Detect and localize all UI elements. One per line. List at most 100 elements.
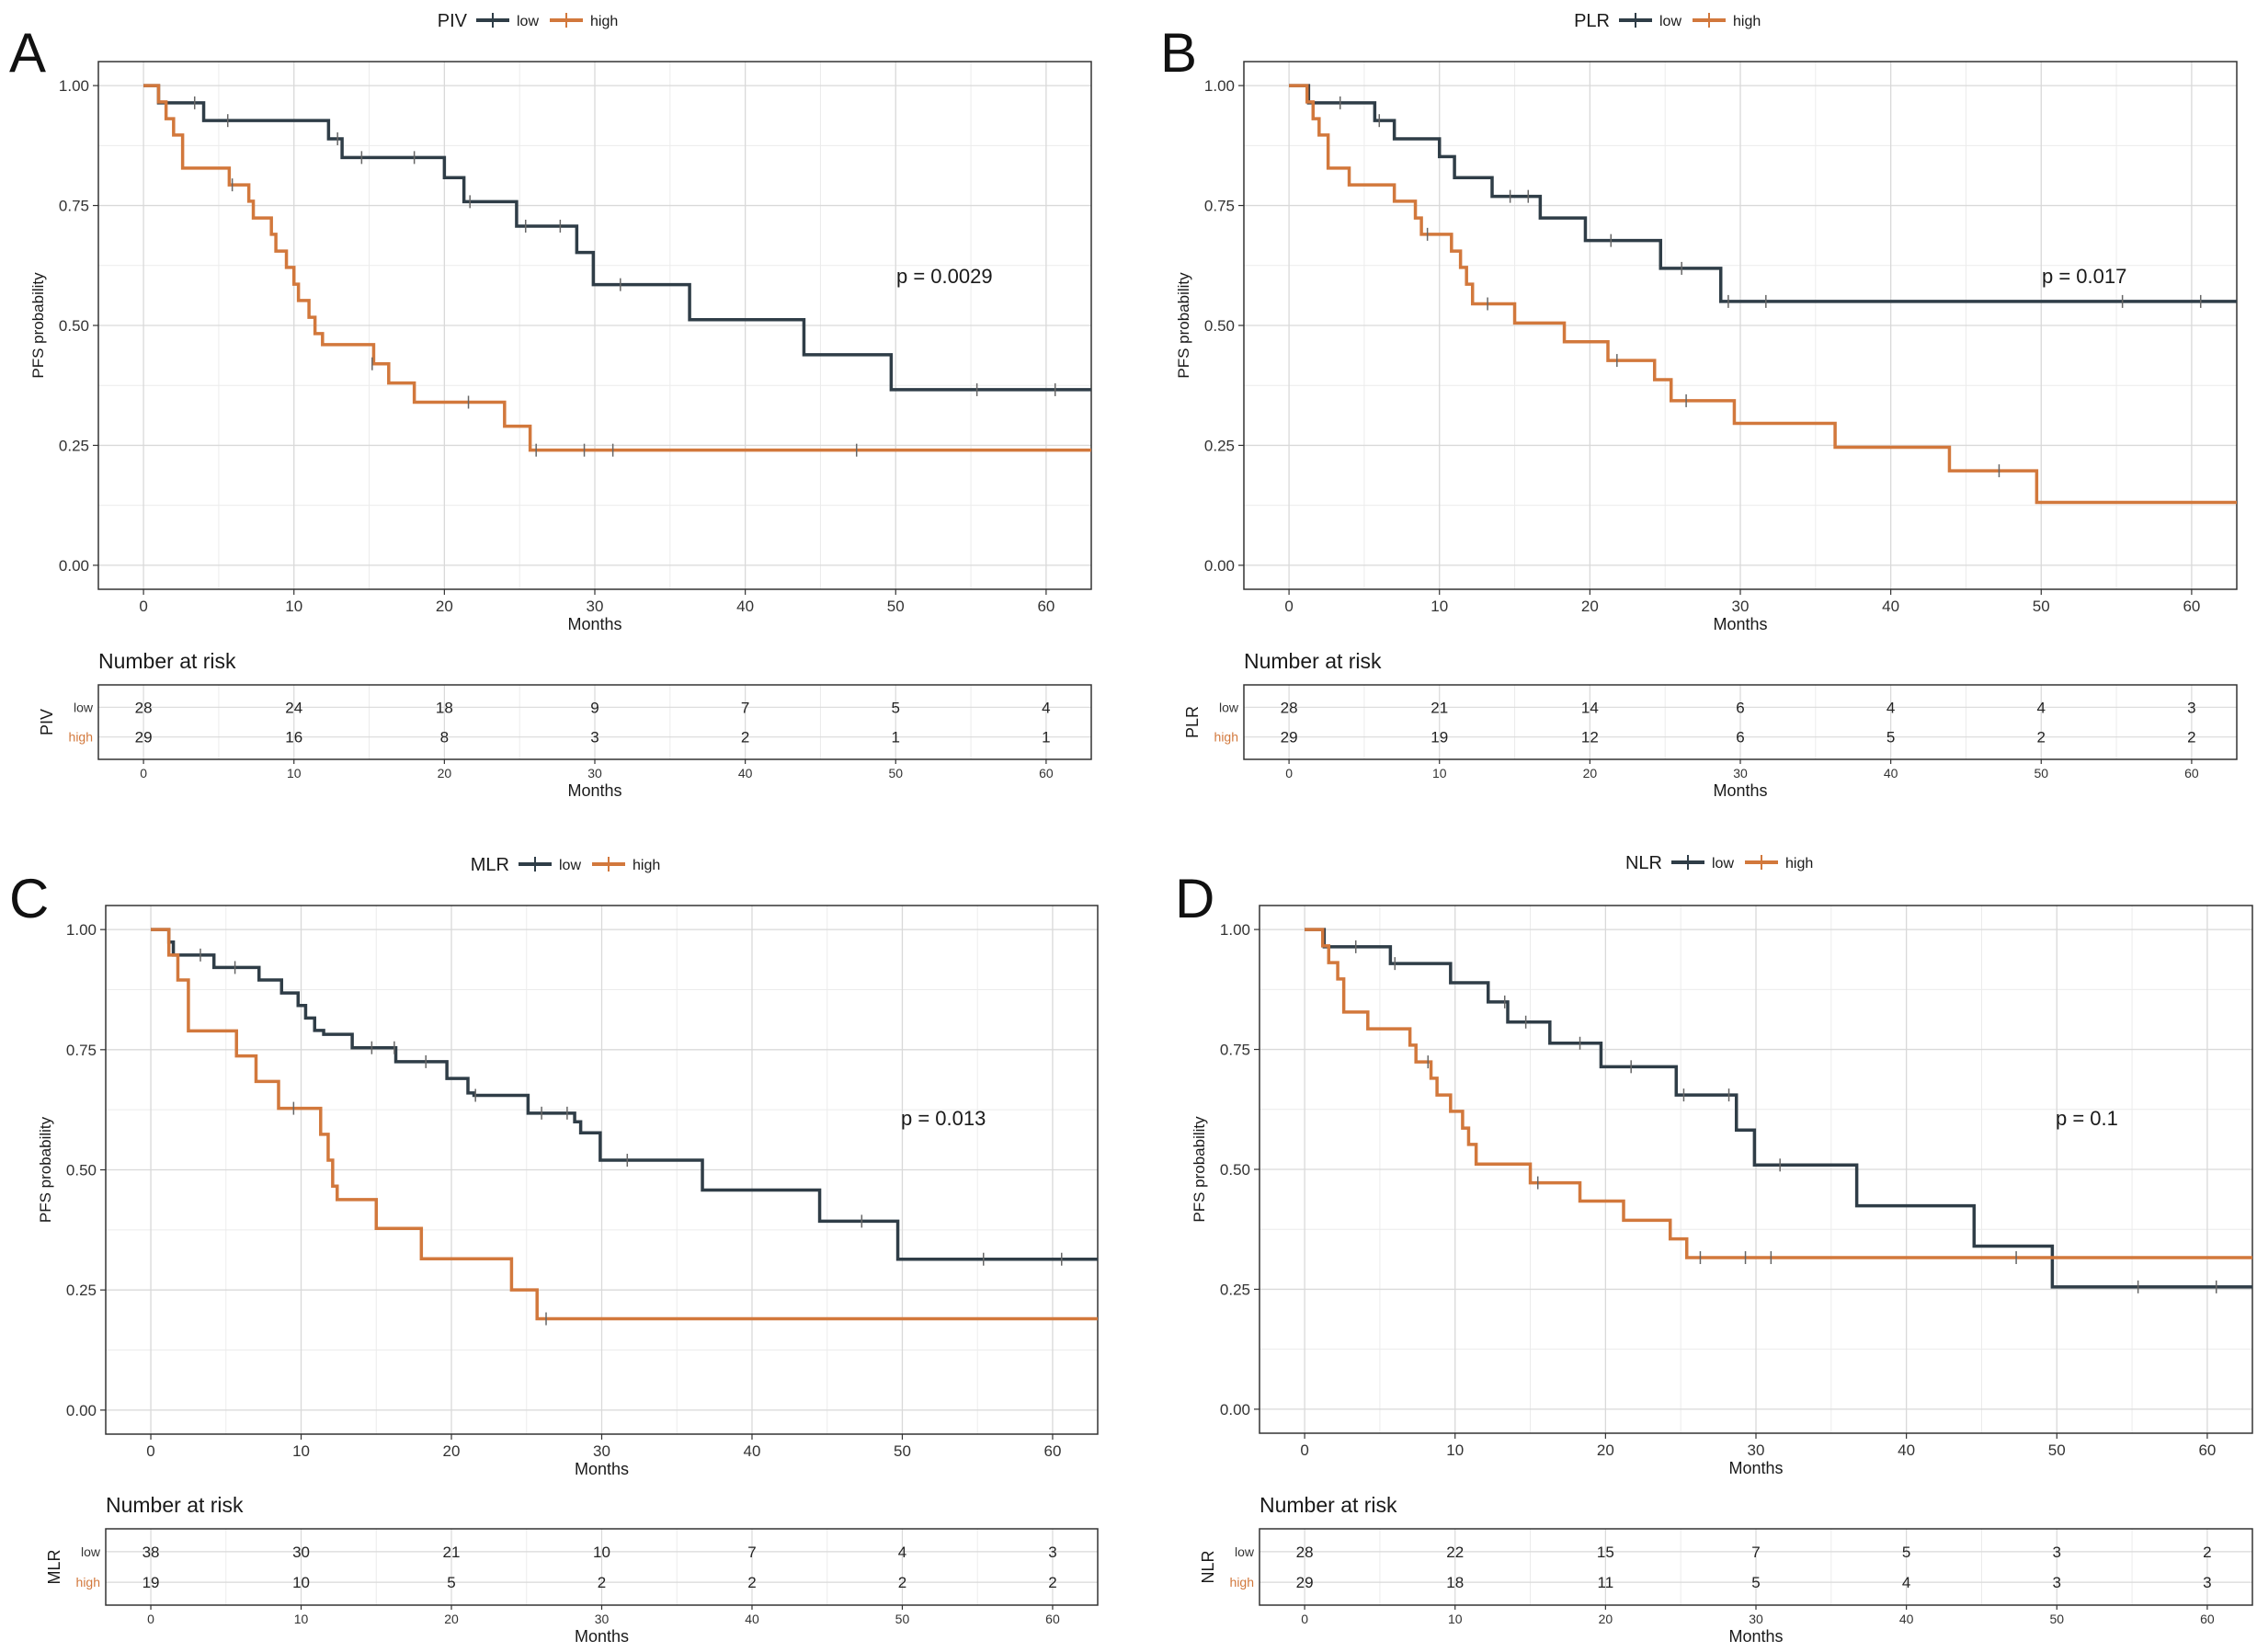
risk-value-low: 4 <box>2037 699 2046 716</box>
y-axis-title: PFS probability <box>37 1116 54 1223</box>
km-curve-high <box>143 84 1091 452</box>
x-tick-label: 0 <box>146 1442 154 1460</box>
km-curve-low <box>1289 84 2237 303</box>
risk-value-low: 24 <box>285 699 302 716</box>
risk-value-low: 7 <box>747 1544 756 1561</box>
legend-label-low: low <box>559 858 581 873</box>
y-tick-label: 0.00 <box>1220 1401 1250 1418</box>
risk-x-tick-label: 0 <box>1301 1612 1308 1626</box>
x-tick-label: 50 <box>2033 598 2050 615</box>
km-curve-high <box>1289 84 2237 505</box>
risk-row-label-high: high <box>76 1575 100 1589</box>
risk-value-high: 29 <box>135 729 153 746</box>
risk-value-high: 29 <box>1296 1574 1314 1591</box>
km-curve-low <box>143 84 1091 392</box>
risk-x-tick-label: 10 <box>287 766 302 780</box>
risk-value-low: 3 <box>1048 1544 1056 1561</box>
risk-value-low: 4 <box>1887 699 1895 716</box>
risk-value-high: 2 <box>741 729 749 746</box>
risk-x-tick-label: 0 <box>147 1612 154 1626</box>
y-tick-label: 0.25 <box>66 1282 97 1299</box>
risk-value-high: 18 <box>1446 1574 1464 1591</box>
plot-grid <box>106 906 1098 1434</box>
risk-value-high: 16 <box>285 729 302 746</box>
panel-letter: C <box>9 868 49 929</box>
risk-row-label-high: high <box>1230 1575 1254 1589</box>
y-tick-label: 0.75 <box>66 1042 97 1059</box>
legend-label-high: high <box>590 14 618 29</box>
risk-value-high: 2 <box>598 1574 606 1591</box>
panel-letter: B <box>1160 22 1197 84</box>
risk-x-tick-label: 50 <box>2049 1612 2064 1626</box>
risk-value-high: 6 <box>1736 729 1744 746</box>
risk-value-high: 8 <box>440 729 449 746</box>
risk-value-high: 1 <box>892 729 900 746</box>
y-tick-label: 0.50 <box>1204 317 1235 335</box>
x-tick-label: 60 <box>1037 598 1054 615</box>
legend-label-high: high <box>1785 856 1813 872</box>
risk-value-high: 12 <box>1581 729 1599 746</box>
risk-value-high: 29 <box>1281 729 1298 746</box>
km-curve-high <box>1305 928 2252 1259</box>
legend: PIV low high <box>438 11 619 31</box>
panel-letter: D <box>1175 868 1214 929</box>
p-value: p = 0.0029 <box>896 265 993 288</box>
y-tick-label: 0.00 <box>66 1402 97 1419</box>
x-tick-label: 60 <box>2183 598 2200 615</box>
y-tick-label: 0.25 <box>1220 1281 1250 1298</box>
risk-value-low: 7 <box>741 699 749 716</box>
risk-value-low: 30 <box>292 1544 310 1561</box>
p-value: p = 0.017 <box>2042 265 2126 288</box>
x-tick-label: 40 <box>744 1442 761 1460</box>
risk-value-high: 2 <box>747 1574 756 1591</box>
x-tick-label: 50 <box>2048 1441 2066 1459</box>
y-axis-title: PFS probability <box>1175 272 1192 379</box>
x-tick-label: 10 <box>1446 1441 1464 1459</box>
risk-value-high: 10 <box>292 1574 310 1591</box>
legend: PLR low high <box>1574 11 1761 31</box>
y-tick-label: 0.75 <box>1204 198 1235 215</box>
x-tick-label: 50 <box>894 1442 911 1460</box>
risk-x-tick-label: 0 <box>1285 766 1293 780</box>
risk-value-low: 15 <box>1597 1544 1614 1561</box>
legend-title: NLR <box>1625 853 1662 873</box>
legend-label-high: high <box>1733 14 1761 29</box>
x-tick-label: 40 <box>736 598 754 615</box>
y-tick-label: 0.50 <box>66 1162 97 1179</box>
risk-value-low: 28 <box>1296 1544 1314 1561</box>
risk-value-high: 3 <box>2053 1574 2061 1591</box>
risk-value-low: 38 <box>142 1544 160 1561</box>
y-tick-label: 1.00 <box>1220 921 1250 939</box>
risk-value-high: 3 <box>590 729 598 746</box>
risk-table-variable: PIV <box>38 709 56 735</box>
risk-value-low: 6 <box>1736 699 1744 716</box>
y-tick-label: 1.00 <box>66 921 97 939</box>
y-tick-label: 1.00 <box>1204 77 1235 95</box>
risk-x-tick-label: 30 <box>1733 766 1748 780</box>
x-tick-label: 10 <box>292 1442 310 1460</box>
risk-x-axis-title: Months <box>1728 1627 1783 1646</box>
x-tick-label: 40 <box>1882 598 1899 615</box>
risk-value-high: 4 <box>1902 1574 1910 1591</box>
risk-x-tick-label: 40 <box>738 766 753 780</box>
legend-label-high: high <box>633 858 660 873</box>
risk-table-title: Number at risk <box>98 649 236 673</box>
risk-value-high: 5 <box>1887 729 1895 746</box>
x-axis-title: Months <box>567 615 621 633</box>
risk-x-tick-label: 30 <box>595 1612 610 1626</box>
legend-title: PLR <box>1574 11 1610 31</box>
risk-value-high: 2 <box>1048 1574 1056 1591</box>
risk-value-low: 21 <box>443 1544 461 1561</box>
legend-title: PIV <box>438 11 468 31</box>
risk-x-tick-label: 0 <box>140 766 147 780</box>
km-curve-high <box>151 928 1098 1321</box>
risk-value-low: 14 <box>1581 699 1599 716</box>
risk-value-high: 3 <box>2203 1574 2211 1591</box>
risk-value-high: 1 <box>1042 729 1050 746</box>
risk-x-tick-label: 50 <box>895 1612 910 1626</box>
p-value: p = 0.013 <box>901 1107 986 1130</box>
y-tick-label: 0.25 <box>59 437 89 454</box>
risk-x-tick-label: 10 <box>294 1612 309 1626</box>
x-tick-label: 60 <box>1043 1442 1061 1460</box>
